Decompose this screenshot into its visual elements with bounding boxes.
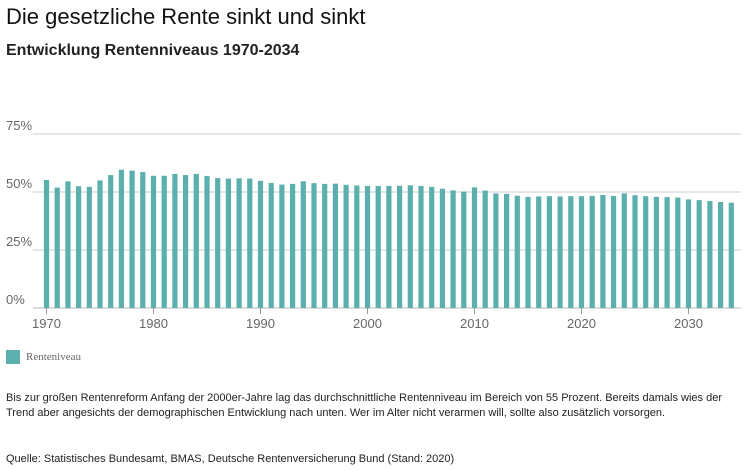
bar (364, 185, 371, 308)
bar (43, 179, 50, 308)
bar (354, 185, 360, 308)
legend: Renteniveau (6, 350, 81, 364)
bar (664, 197, 670, 308)
bar (161, 175, 167, 308)
bar (54, 187, 60, 308)
bar (140, 172, 146, 308)
bar (76, 186, 82, 308)
bar (589, 195, 595, 308)
chart-note: Bis zur großen Rentenreform Anfang der 2… (6, 392, 722, 419)
bar (514, 195, 520, 308)
bar (215, 178, 221, 308)
y-tick-label: 0% (6, 292, 25, 307)
bar (418, 185, 424, 308)
bar (386, 185, 392, 308)
bar (696, 200, 702, 308)
bar (557, 196, 563, 308)
y-tick-label: 75% (6, 118, 32, 133)
bar (204, 175, 210, 308)
bar (439, 188, 445, 308)
bar (632, 195, 638, 308)
y-tick-label: 50% (6, 176, 32, 191)
bar (225, 178, 231, 308)
bar (268, 182, 274, 308)
bar (429, 186, 435, 308)
bar (685, 199, 692, 308)
bar (322, 183, 328, 308)
bar (193, 173, 199, 308)
bar (129, 170, 135, 308)
chart-title: Die gesetzliche Rente sinkt und sinkt (6, 4, 366, 29)
bar-chart: 0% 25% 50% 75% 1970 1980 1990 2000 2010 2020 2030 (6, 118, 741, 331)
x-tick-label: 1990 (246, 316, 275, 331)
bar (707, 201, 713, 308)
bar (568, 196, 574, 308)
bar (471, 187, 478, 308)
bar (300, 181, 306, 308)
bar (257, 180, 264, 308)
legend-label: Renteniveau (26, 351, 81, 363)
x-tick-label: 2000 (353, 316, 382, 331)
x-tick-label: 2010 (460, 316, 489, 331)
bar (611, 195, 617, 308)
bar (450, 190, 456, 308)
bar (247, 178, 253, 308)
bar (621, 193, 627, 308)
bar (332, 183, 338, 308)
bars (43, 169, 734, 308)
bar (118, 169, 124, 308)
legend-swatch (6, 350, 20, 364)
bar (493, 193, 499, 308)
bar (65, 181, 71, 308)
bar (525, 196, 531, 308)
tick-labels: 0% 25% 50% 75% 1970 1980 1990 2000 2010 2020 2030 (6, 118, 703, 331)
bar (343, 184, 349, 308)
bar (546, 196, 552, 308)
chart-source: Quelle: Statistisches Bundesamt, BMAS, D… (6, 453, 455, 465)
bar (600, 195, 606, 308)
bar (643, 196, 649, 308)
bar (183, 175, 189, 308)
bar (504, 193, 510, 308)
x-tick-label: 2030 (674, 316, 703, 331)
x-tick-label: 2020 (567, 316, 596, 331)
bar (279, 184, 285, 308)
bar (86, 186, 92, 308)
bar (172, 173, 178, 308)
bar (236, 178, 242, 308)
bar (718, 201, 724, 308)
bar (482, 190, 488, 308)
bar (728, 202, 734, 308)
bar (150, 175, 157, 308)
bar (536, 196, 542, 308)
x-tick-label: 1980 (139, 316, 168, 331)
bar (578, 196, 585, 308)
x-tick-label: 1970 (32, 316, 61, 331)
bar (461, 191, 467, 308)
bar (397, 185, 403, 308)
bar (290, 183, 296, 308)
bar (407, 185, 413, 308)
bar (311, 183, 317, 308)
bar (108, 175, 114, 308)
bar (653, 196, 659, 308)
bar (97, 180, 103, 308)
y-tick-label: 25% (6, 234, 32, 249)
bar (675, 197, 681, 308)
bar (375, 185, 381, 308)
chart-subtitle: Entwicklung Rentenniveaus 1970-2034 (6, 42, 300, 59)
